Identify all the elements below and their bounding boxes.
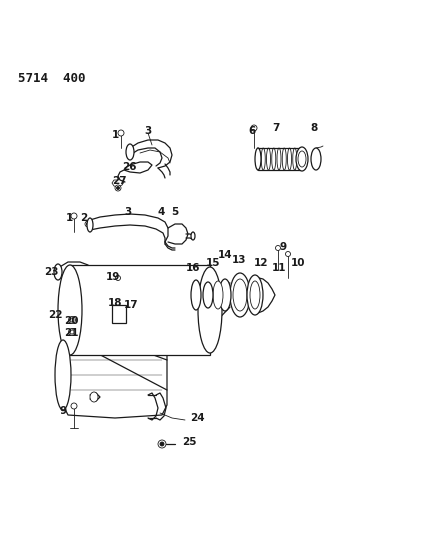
Bar: [112, 305, 126, 323]
Text: 1: 1: [66, 213, 73, 223]
Text: 11: 11: [272, 263, 286, 273]
Ellipse shape: [116, 187, 119, 190]
Text: 1: 1: [112, 130, 119, 140]
Text: 22: 22: [48, 310, 62, 320]
Ellipse shape: [88, 267, 96, 277]
Ellipse shape: [233, 279, 247, 311]
Text: 26: 26: [122, 162, 137, 172]
Ellipse shape: [213, 281, 223, 309]
Ellipse shape: [71, 213, 77, 219]
Ellipse shape: [71, 403, 77, 409]
Text: 15: 15: [206, 258, 220, 268]
Ellipse shape: [90, 392, 98, 402]
Ellipse shape: [251, 125, 257, 131]
Ellipse shape: [247, 275, 263, 315]
Ellipse shape: [70, 330, 74, 334]
Ellipse shape: [86, 222, 89, 225]
Ellipse shape: [285, 252, 291, 256]
Ellipse shape: [54, 264, 62, 280]
Text: 19: 19: [106, 272, 120, 282]
Text: 21: 21: [64, 328, 78, 338]
Text: 6: 6: [248, 126, 255, 136]
Text: 27: 27: [112, 176, 127, 186]
Text: 3: 3: [144, 126, 151, 136]
Text: 18: 18: [108, 298, 122, 308]
Text: 5714  400: 5714 400: [18, 72, 86, 85]
Text: 8: 8: [310, 123, 317, 133]
Ellipse shape: [58, 265, 82, 355]
Text: 25: 25: [182, 437, 196, 447]
Text: 5: 5: [171, 207, 178, 217]
Text: 4: 4: [158, 207, 165, 217]
Ellipse shape: [160, 442, 164, 446]
Ellipse shape: [296, 147, 308, 171]
Ellipse shape: [68, 317, 75, 324]
Ellipse shape: [116, 276, 121, 280]
Text: 16: 16: [186, 263, 200, 273]
Ellipse shape: [70, 318, 74, 322]
Ellipse shape: [118, 130, 124, 136]
Text: 23: 23: [44, 267, 59, 277]
Ellipse shape: [230, 273, 250, 317]
Ellipse shape: [191, 280, 201, 310]
Text: 12: 12: [254, 258, 268, 268]
Text: 24: 24: [190, 413, 205, 423]
Ellipse shape: [219, 279, 231, 311]
Text: 9: 9: [280, 242, 287, 252]
Ellipse shape: [126, 144, 134, 160]
Text: 14: 14: [218, 250, 233, 260]
Text: 2: 2: [80, 213, 87, 223]
Ellipse shape: [85, 221, 91, 227]
Ellipse shape: [276, 246, 280, 251]
Ellipse shape: [158, 440, 166, 448]
Text: 7: 7: [272, 123, 279, 133]
Ellipse shape: [68, 328, 75, 335]
Ellipse shape: [87, 218, 93, 232]
Ellipse shape: [250, 281, 260, 309]
Text: 3: 3: [124, 207, 131, 217]
Text: 17: 17: [124, 300, 139, 310]
Text: 13: 13: [232, 255, 247, 265]
Text: 20: 20: [64, 316, 78, 326]
Ellipse shape: [115, 185, 121, 191]
Ellipse shape: [203, 282, 213, 308]
Ellipse shape: [55, 340, 71, 410]
Text: 10: 10: [291, 258, 306, 268]
Ellipse shape: [311, 148, 321, 170]
Text: 9: 9: [60, 406, 67, 416]
Bar: [70, 265, 210, 355]
Ellipse shape: [191, 232, 195, 240]
Ellipse shape: [298, 151, 306, 167]
Ellipse shape: [198, 267, 222, 353]
Ellipse shape: [255, 148, 261, 170]
